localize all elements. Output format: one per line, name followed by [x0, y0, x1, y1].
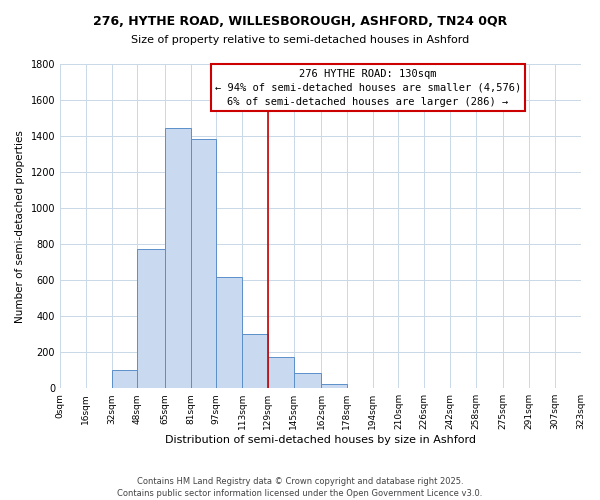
- Bar: [293, 373, 321, 388]
- X-axis label: Distribution of semi-detached houses by size in Ashford: Distribution of semi-detached houses by …: [165, 435, 476, 445]
- Bar: [321, 384, 347, 388]
- Bar: [165, 128, 191, 388]
- Text: Size of property relative to semi-detached houses in Ashford: Size of property relative to semi-detach…: [131, 35, 469, 45]
- Bar: [137, 248, 165, 388]
- Text: Contains HM Land Registry data © Crown copyright and database right 2025.
Contai: Contains HM Land Registry data © Crown c…: [118, 476, 482, 498]
- Bar: [242, 334, 268, 388]
- Bar: [112, 370, 137, 388]
- Y-axis label: Number of semi-detached properties: Number of semi-detached properties: [15, 130, 25, 322]
- Text: 276 HYTHE ROAD: 130sqm
← 94% of semi-detached houses are smaller (4,576)
6% of s: 276 HYTHE ROAD: 130sqm ← 94% of semi-det…: [215, 68, 521, 106]
- Bar: [268, 356, 293, 388]
- Bar: [191, 138, 217, 388]
- Bar: [217, 278, 242, 388]
- Text: 276, HYTHE ROAD, WILLESBOROUGH, ASHFORD, TN24 0QR: 276, HYTHE ROAD, WILLESBOROUGH, ASHFORD,…: [93, 15, 507, 28]
